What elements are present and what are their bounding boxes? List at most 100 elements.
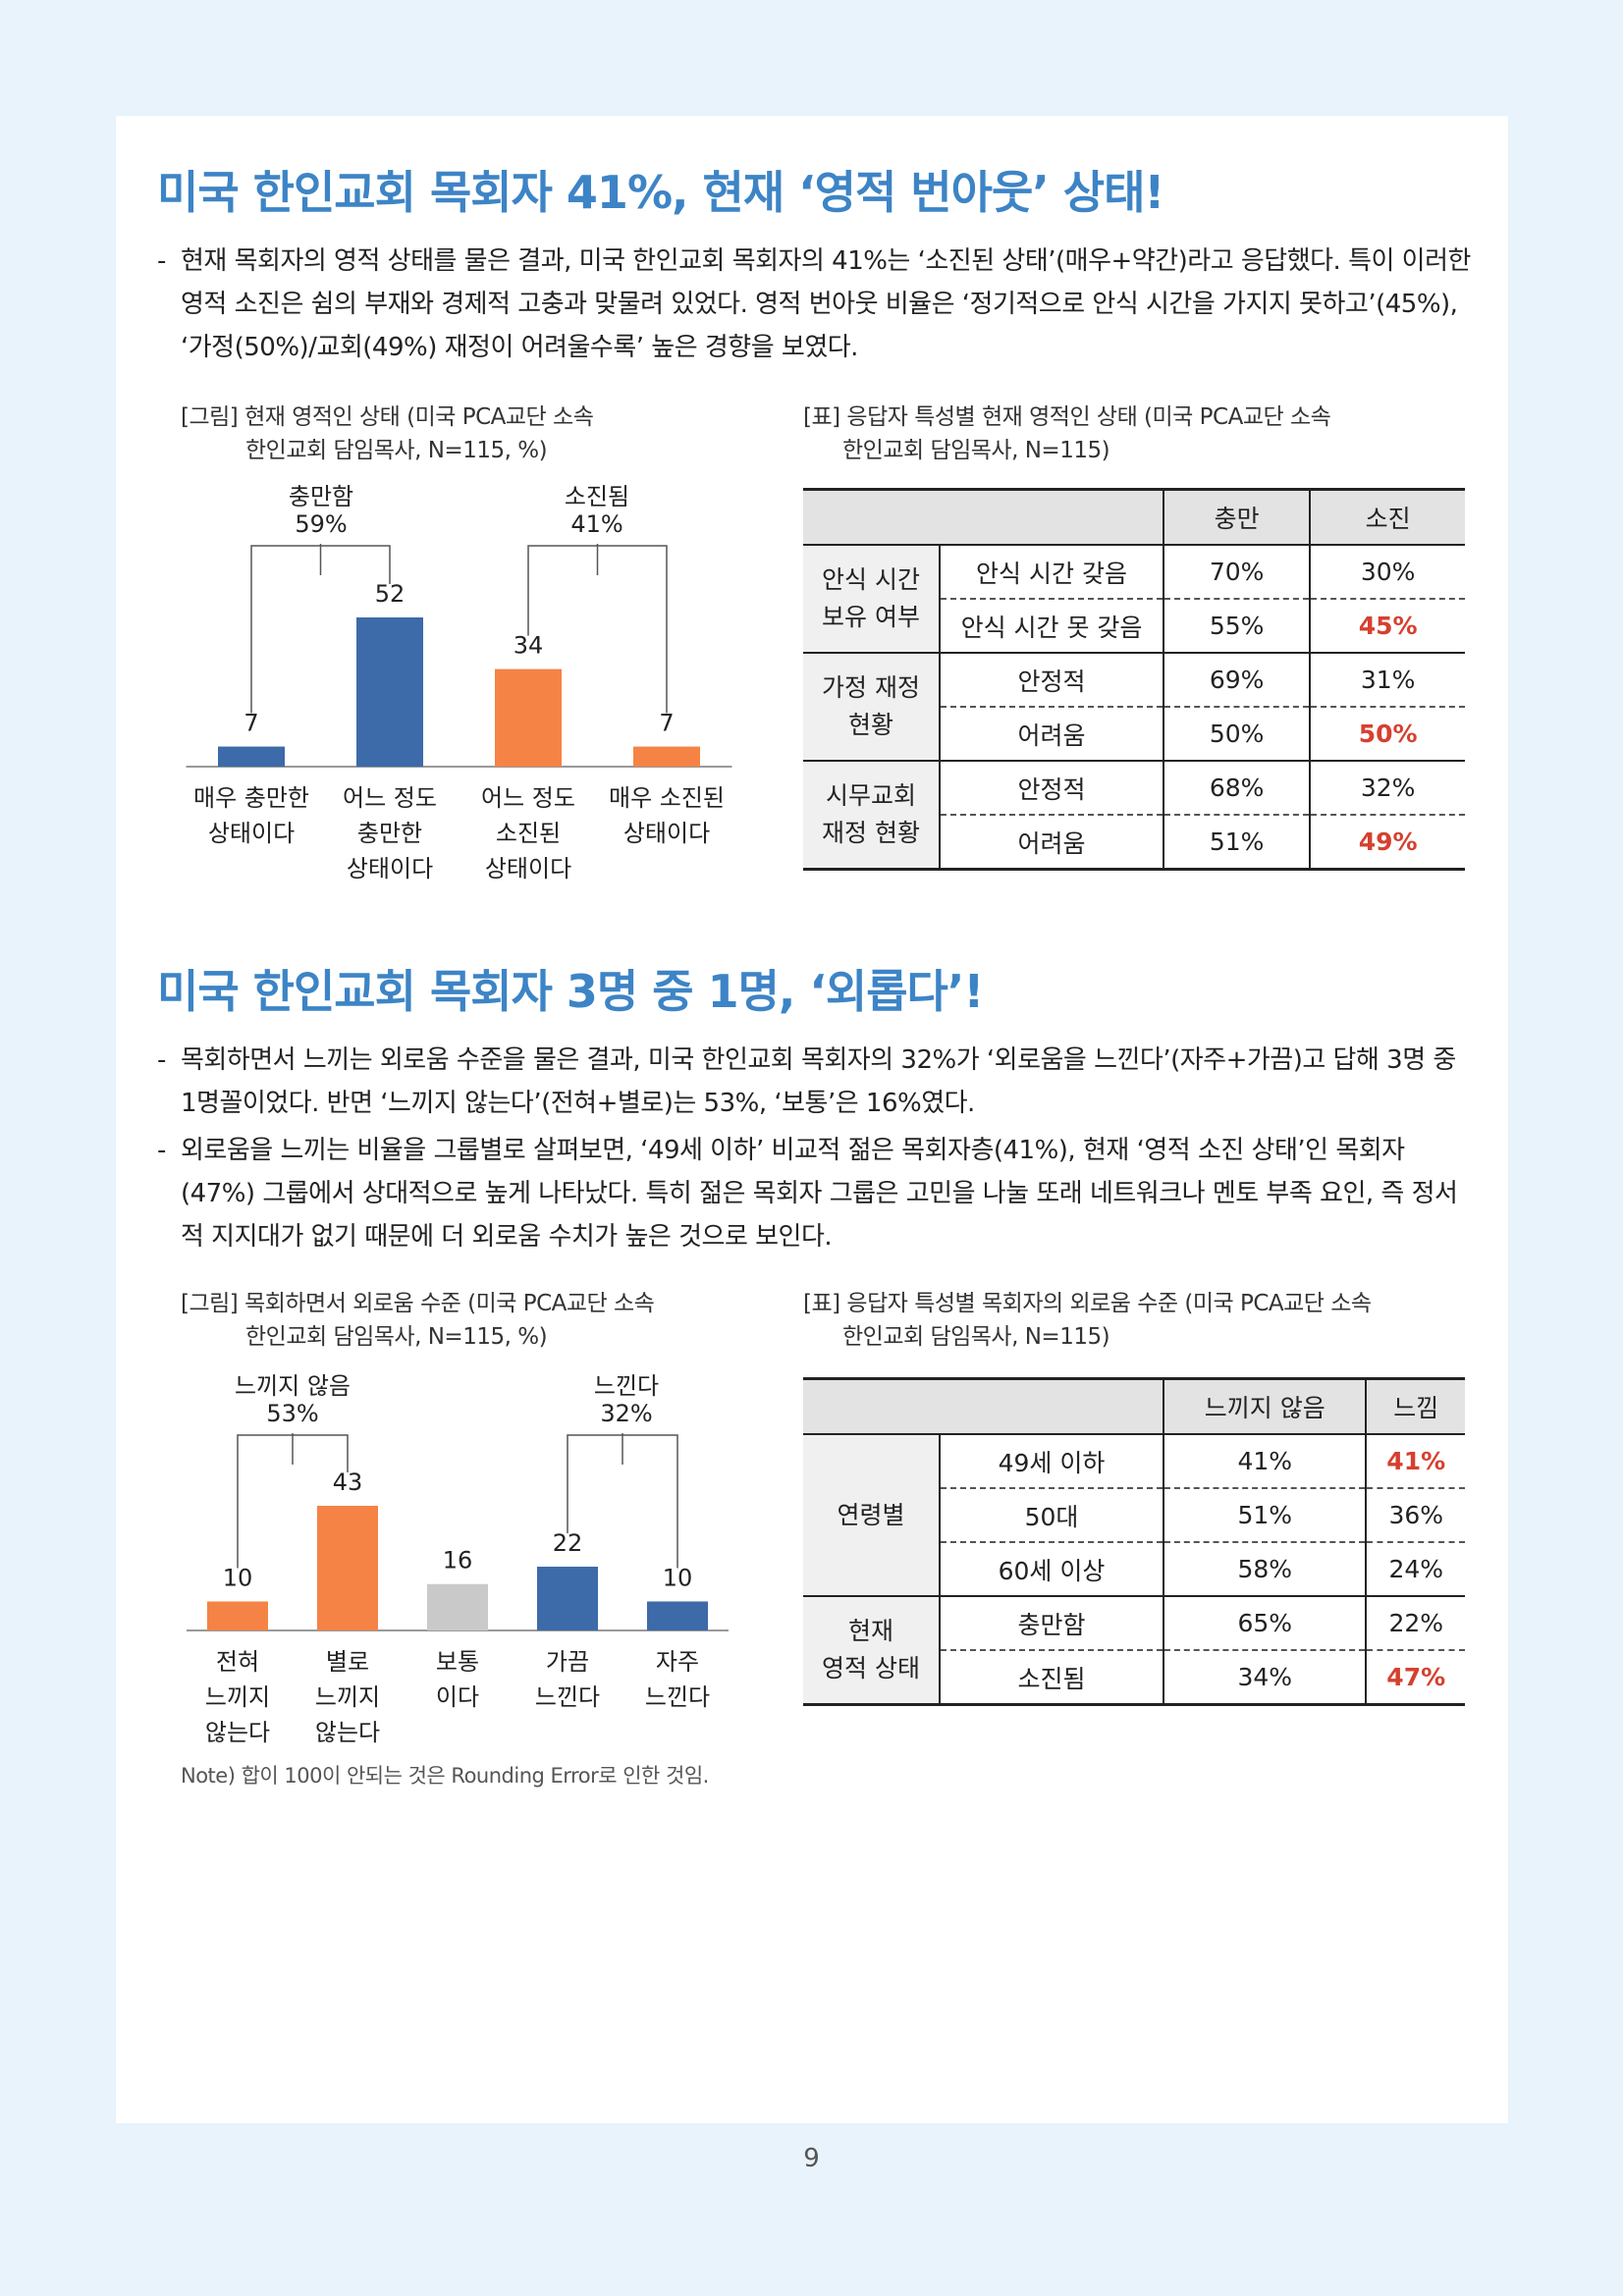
table-cell-value-1: 68% — [1162, 761, 1311, 816]
bar-value-label: 16 — [443, 1547, 473, 1575]
table-row: 시무교회 재정 현황 안정적 68% 32% — [803, 761, 1465, 870]
category-label: 어느 정도 — [343, 784, 437, 812]
table-cell-value-2: 30% — [1309, 545, 1465, 600]
chart-bar — [495, 668, 562, 767]
table-header-row: 느끼지 않음 느낌 — [803, 1378, 1465, 1435]
chart-bar — [427, 1583, 488, 1630]
table1-caption: [표] 응답자 특성별 현재 영적인 상태 (미국 PCA교단 소속 한인교회 … — [803, 404, 1331, 463]
table-group-label: 시무교회 재정 현황 — [803, 761, 941, 870]
table-spiritual-state: 충만 소진 안식 시간 보유 여부 안식 시간 갖음 70% 30% 안식 시간 못 갖음 55… — [803, 488, 1465, 871]
table-row: 어려움 50% 50% — [803, 707, 1465, 762]
table-cell-value-2: 32% — [1309, 761, 1465, 816]
table-cell-value-2: 31% — [1309, 653, 1465, 708]
table-row-label: 충만함 — [940, 1596, 1163, 1651]
table-cell-value-2: 24% — [1365, 1542, 1465, 1597]
category-label: 상태이다 — [485, 855, 571, 882]
table-cell-value-1: 34% — [1162, 1650, 1367, 1705]
table-row-label: 어려움 — [940, 707, 1163, 762]
group-value: 59% — [295, 510, 347, 538]
page-card — [116, 116, 1508, 2123]
table-row-label: 49세 이하 — [940, 1434, 1163, 1489]
chart-loneliness: 10전혀느끼지않는다43별로느끼지않는다16보통이다22가끔느낀다10자주느낀다… — [187, 1372, 729, 1746]
section1-bullet: - 현재 목회자의 영적 상태를 물은 결과, 미국 한인교회 목회자의 41%는… — [157, 240, 1473, 369]
category-label: 매우 충만한 — [193, 784, 309, 812]
table-cell-value-1: 69% — [1162, 653, 1311, 708]
table-column-header: 충만 — [1162, 489, 1311, 546]
table-row: 60세 이상 58% 24% — [803, 1542, 1465, 1597]
chart-bar — [633, 746, 700, 767]
category-label: 충만한 — [357, 820, 422, 847]
table-column-header: 느끼지 않음 — [1162, 1378, 1367, 1435]
group-label: 느끼지 않음 — [235, 1372, 351, 1400]
section1-bullet-text: 현재 목회자의 영적 상태를 물은 결과, 미국 한인교회 목회자의 41%는 … — [181, 246, 1471, 362]
section2-bullet-1: - 목회하면서 느끼는 외로움 수준을 물은 결과, 미국 한인교회 목회자의 3… — [157, 1045, 1456, 1118]
table-row: 안식 시간 보유 여부 안식 시간 갖음 70% 30% — [803, 545, 1465, 654]
category-label: 상태이다 — [347, 855, 433, 882]
table-loneliness: 느끼지 않음 느낌 연령별 49세 이하 41% 41% 50대 51% 36% 60세 이상 58… — [803, 1377, 1465, 1706]
table-row: 현재 영적 상태 충만함 65% 22% — [803, 1596, 1465, 1705]
category-label: 이다 — [436, 1683, 479, 1711]
chart-bar — [317, 1506, 378, 1630]
group-label: 느낀다 — [594, 1372, 659, 1400]
chart-bar — [218, 746, 285, 767]
rounding-note: Note) 합이 100이 안되는 것은 Rounding Error로 인한 … — [181, 1764, 709, 1788]
figure2-caption: [그림] 목회하면서 외로움 수준 (미국 PCA교단 소속 한인교회 담임목사… — [181, 1291, 655, 1350]
group-value: 32% — [600, 1400, 652, 1427]
table-cell-value-1: 70% — [1162, 545, 1311, 600]
bar-value-label: 7 — [243, 710, 258, 737]
chart-bar — [647, 1601, 708, 1630]
category-label: 어느 정도 — [481, 784, 575, 812]
bar-value-label: 10 — [223, 1564, 253, 1591]
bar-value-label: 34 — [514, 632, 544, 660]
group-value: 41% — [570, 510, 622, 538]
table-cell-value-2: 36% — [1365, 1488, 1465, 1543]
table-cell-value-2: 45% — [1309, 599, 1465, 654]
section2-title: 미국 한인교회 목회자 3명 중 1명, ‘외롭다’! — [157, 965, 984, 1018]
table-row-label: 60세 이상 — [940, 1542, 1163, 1597]
bar-value-label: 43 — [333, 1468, 363, 1496]
category-label: 않는다 — [315, 1719, 380, 1746]
bar-value-label: 10 — [663, 1564, 693, 1591]
table-cell-value-2: 50% — [1309, 707, 1465, 762]
table-row-label: 어려움 — [1017, 828, 1086, 858]
table-group-label: 안식 시간 보유 여부 — [803, 545, 941, 654]
category-label: 매우 소진된 — [609, 784, 725, 812]
table-row-label: 안정적 — [940, 653, 1163, 708]
table-row-label: 소진됨 — [1017, 1664, 1086, 1693]
table-cell-value-1: 58% — [1162, 1542, 1367, 1597]
table-group-label: 가정 재정 현황 — [803, 653, 941, 762]
category-label: 가끔 — [546, 1648, 589, 1676]
table-group-label: 현재 영적 상태 — [803, 1596, 941, 1705]
group-label: 소진됨 — [565, 483, 629, 510]
table-row: 소진됨 34% 47% — [803, 1650, 1465, 1705]
table-cell-value-1: 51% — [1162, 815, 1311, 870]
table-cell-value-1: 50% — [1162, 707, 1311, 762]
table-row: 어려움 51% 49% — [803, 815, 1465, 870]
category-label: 상태이다 — [623, 820, 710, 847]
category-label: 전혀 — [216, 1648, 259, 1676]
figure1-caption: [그림] 현재 영적인 상태 (미국 PCA교단 소속 한인교회 담임목사, N… — [181, 404, 594, 463]
table-row: 연령별 49세 이하 41% 41% — [803, 1434, 1465, 1597]
table-column-header: 느낌 — [1365, 1378, 1465, 1435]
group-value: 53% — [266, 1400, 318, 1427]
table-header-blank — [803, 1378, 1163, 1435]
table-row-label: 안식 시간 갖음 — [940, 545, 1163, 600]
table-cell-value-2: 49% — [1309, 815, 1465, 870]
page-number: 9 — [803, 2144, 820, 2173]
bar-value-label: 7 — [659, 710, 674, 737]
category-label: 느끼지 — [205, 1683, 270, 1711]
category-label: 느낀다 — [645, 1683, 710, 1711]
table-row-label: 안정적 — [940, 761, 1163, 816]
table-cell-value-1: 65% — [1162, 1596, 1367, 1651]
category-label: 자주 — [656, 1648, 699, 1676]
table-cell-value-2: 22% — [1365, 1596, 1465, 1651]
table-row: 50대 51% 36% — [803, 1488, 1465, 1543]
table-header-blank — [803, 489, 1163, 546]
bar-value-label: 22 — [553, 1529, 583, 1557]
table-cell-value-1: 41% — [1162, 1434, 1367, 1489]
section2-bullet-2: - 외로움을 느끼는 비율을 그룹별로 살펴보면, ‘49세 이하’ 비교적 젊은… — [157, 1136, 1458, 1252]
chart-bar — [537, 1567, 598, 1630]
chart-bar — [207, 1601, 268, 1630]
category-label: 별로 — [326, 1648, 369, 1676]
